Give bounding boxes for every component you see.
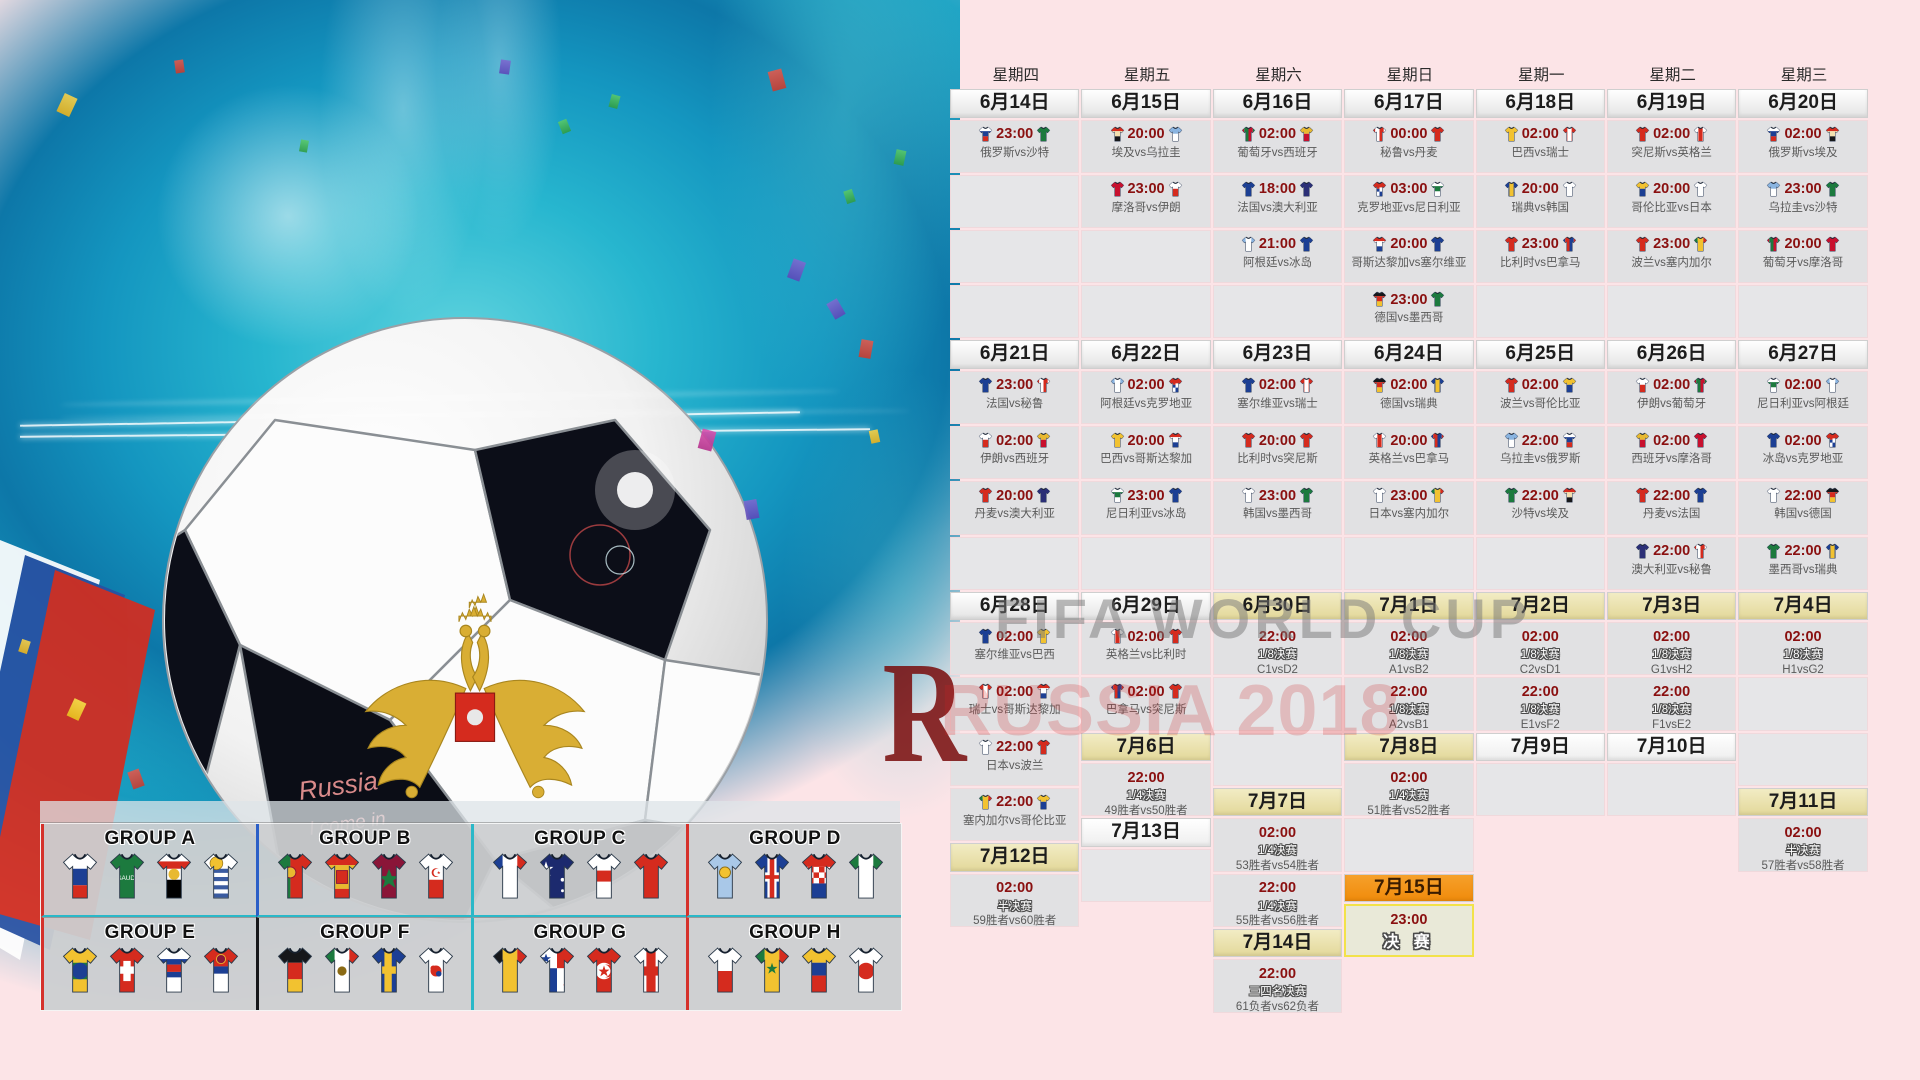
svg-text:☪: ☪ (430, 866, 441, 880)
